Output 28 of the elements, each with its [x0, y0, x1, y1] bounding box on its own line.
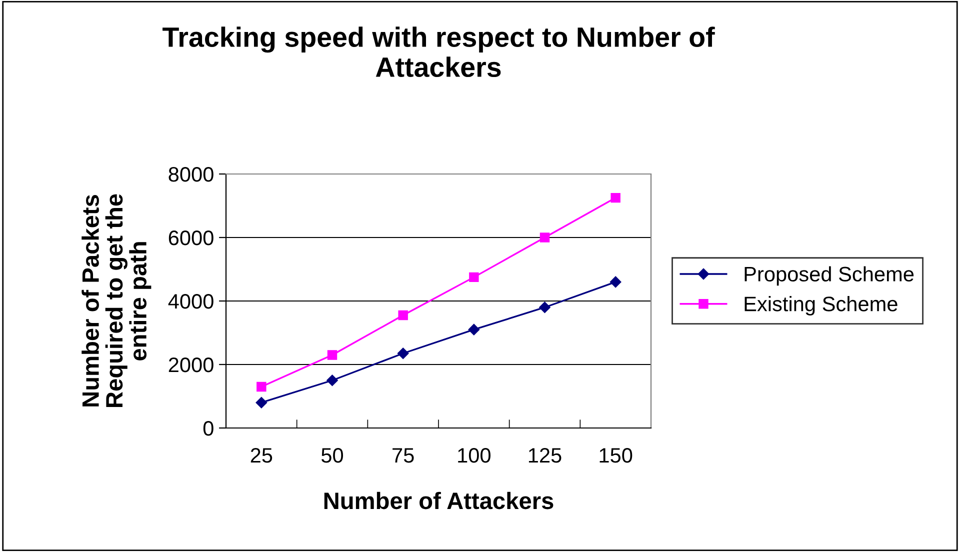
y-tick-label: 2000 — [168, 358, 214, 372]
x-tick-label: 100 — [458, 448, 490, 463]
y-tick-label: 8000 — [168, 167, 214, 182]
x-tick-label: 25 — [250, 448, 272, 463]
point — [397, 348, 409, 359]
point — [326, 374, 338, 386]
legend-label: Proposed Scheme — [744, 266, 914, 286]
y-tick-label: 0 — [203, 421, 214, 436]
point — [256, 396, 268, 408]
x-tick-label: 150 — [600, 448, 632, 463]
x-tick-label: 50 — [322, 448, 344, 463]
point — [469, 272, 479, 282]
x-tick-label: 75 — [392, 448, 414, 463]
x-axis-title: Number of Attackers — [324, 492, 554, 510]
point — [468, 324, 480, 336]
y-tick-label: 4000 — [168, 294, 214, 309]
point — [539, 302, 550, 313]
chart-title: Tracking speed with respect to Number of Attackers — [162, 26, 715, 78]
point — [398, 310, 408, 320]
y-tick-label: 6000 — [168, 230, 214, 246]
point — [610, 192, 620, 203]
point — [327, 350, 338, 360]
point — [256, 382, 266, 392]
point — [610, 276, 622, 288]
y-axis-title: Number of Packets Required to get the entire path — [82, 194, 152, 407]
legend-label: Existing Scheme — [744, 296, 898, 316]
point — [540, 232, 550, 242]
x-tick-label: 125 — [528, 448, 562, 463]
